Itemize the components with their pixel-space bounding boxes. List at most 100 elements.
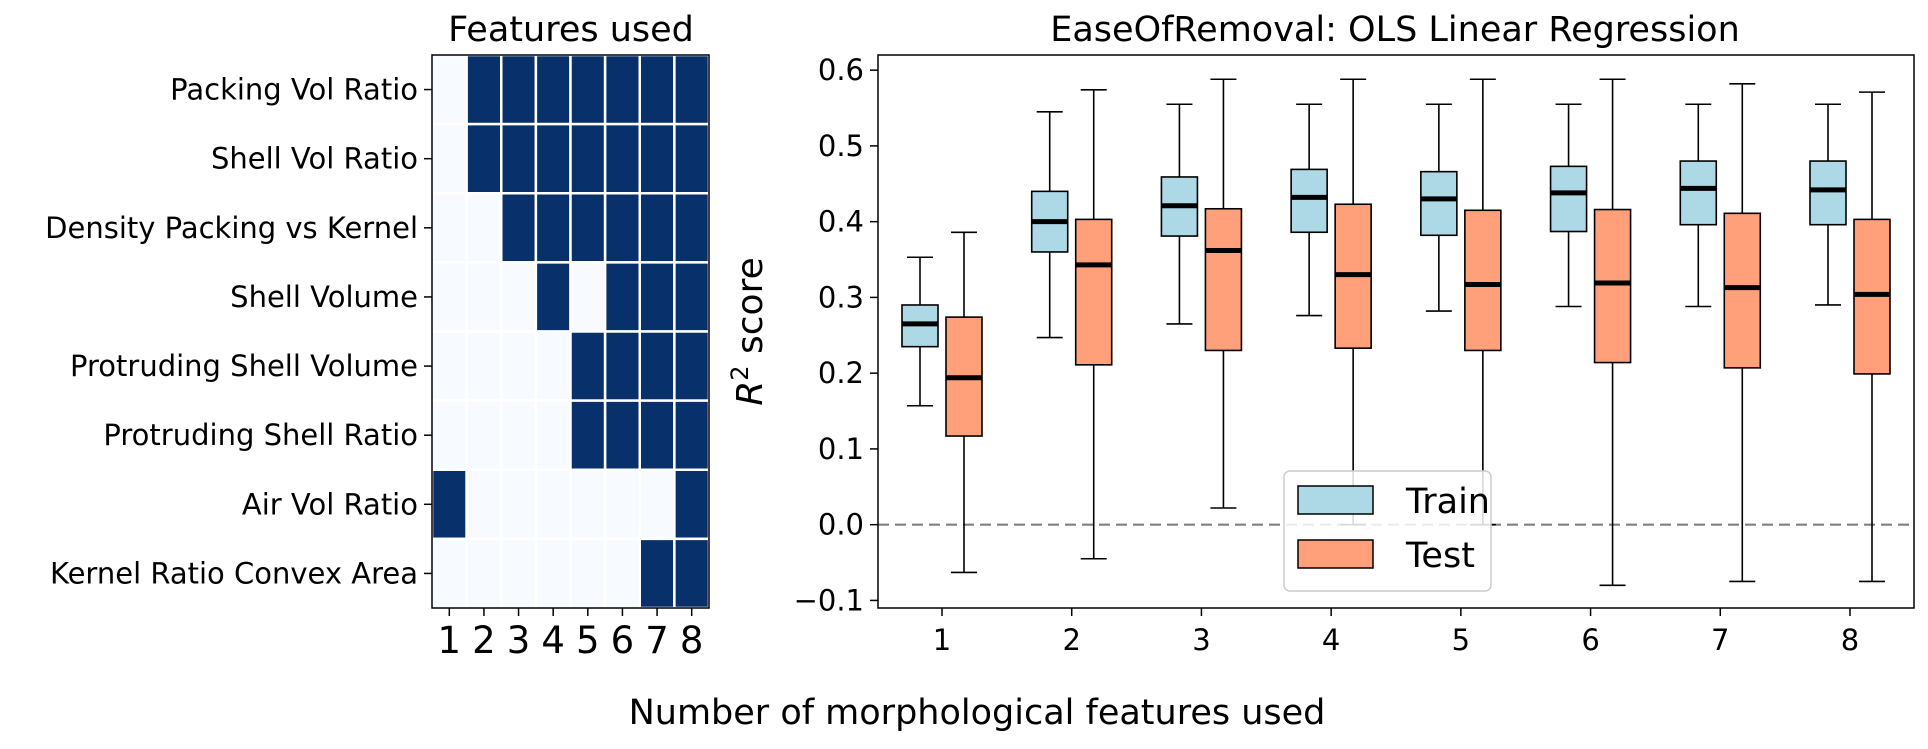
boxplot-x-ticks: 1 2 3 4 5 6 7 8	[933, 608, 1859, 657]
box-iqr	[1074, 218, 1113, 366]
box-test-5	[1464, 78, 1502, 526]
heatmap-cell	[534, 399, 572, 471]
heatmap-cell	[500, 261, 538, 333]
heatmap-cell	[638, 192, 676, 264]
box-iqr	[1679, 160, 1718, 226]
heatmap-cell	[638, 122, 676, 195]
heatmap-cell	[465, 399, 503, 471]
box-test-7	[1723, 82, 1762, 583]
heatmap-cell	[569, 468, 607, 541]
heatmap-cell	[673, 261, 711, 333]
heatmap-row-label: Kernel Ratio Convex Area	[50, 556, 418, 590]
heatmap-row-label: Air Vol Ratio	[242, 487, 418, 521]
heatmap-cell	[603, 330, 641, 402]
heatmap-cell	[638, 330, 676, 402]
y-tick-label: 0.4	[818, 205, 864, 239]
figure-x-axis-label: Number of morphological features used	[629, 693, 1326, 733]
heatmap-column-label: 4	[541, 619, 565, 662]
box-iqr	[1204, 207, 1243, 352]
ylabel-rest: score	[730, 257, 771, 365]
box-train-1	[901, 256, 939, 407]
box-test-8	[1853, 91, 1891, 583]
heatmap-cell	[465, 537, 503, 610]
heatmap-cell	[534, 330, 572, 402]
x-tick-label: 4	[1322, 623, 1340, 657]
heatmap-cell	[430, 261, 468, 333]
heatmap-cell	[465, 122, 503, 195]
y-tick-label: −0.1	[794, 583, 864, 617]
heatmap-cell	[569, 122, 607, 195]
x-tick-label: 3	[1192, 623, 1210, 657]
heatmap-cell	[430, 468, 468, 541]
heatmap-cell	[673, 399, 711, 471]
heatmap-cell	[500, 399, 538, 471]
heatmap-cell	[673, 330, 711, 402]
heatmap-cell	[638, 399, 676, 471]
boxplot-frame	[877, 54, 1915, 609]
features-heatmap: Features used Packing Vol Ratio Shell Vol…	[45, 10, 711, 662]
heatmap-cell	[603, 192, 641, 264]
heatmap-cell	[569, 537, 607, 610]
ylabel-sup: 2	[726, 365, 754, 380]
legend-test-swatch	[1297, 539, 1374, 569]
legend-train-swatch	[1297, 485, 1374, 515]
heatmap-cell	[673, 468, 711, 541]
heatmap-cell	[534, 122, 572, 195]
box-iqr	[1809, 160, 1847, 226]
box-train-5	[1420, 103, 1458, 312]
heatmap-cell	[569, 330, 607, 402]
box-train-6	[1549, 103, 1588, 308]
heatmap-cell	[465, 330, 503, 402]
legend-train-label: Train	[1405, 482, 1490, 522]
heatmap-cell	[465, 53, 503, 126]
heatmap-row-label: Shell Vol Ratio	[211, 142, 418, 176]
heatmap-cell	[673, 192, 711, 264]
box-test-1	[945, 231, 983, 574]
heatmap-cell	[500, 468, 538, 541]
heatmap-cell	[500, 192, 538, 264]
x-tick-label: 5	[1452, 623, 1470, 657]
heatmap-column-label: 6	[611, 619, 635, 662]
heatmap-column-label: 7	[645, 619, 669, 662]
box-iqr	[1420, 170, 1458, 237]
heatmap-cell	[638, 53, 676, 126]
y-tick-label: 0.0	[818, 508, 864, 542]
heatmap-cell	[500, 53, 538, 126]
heatmap-cell	[500, 122, 538, 195]
heatmap-cell	[603, 122, 641, 195]
heatmap-column-label: 8	[680, 619, 704, 662]
heatmap-row-label: Density Packing vs Kernel	[45, 211, 418, 245]
heatmap-cell	[569, 192, 607, 264]
heatmap-row-label: Protruding Shell Volume	[70, 349, 418, 383]
y-tick-label: 0.5	[818, 129, 864, 163]
heatmap-row-labels: Packing Vol Ratio Shell Vol Ratio Density …	[45, 73, 432, 590]
boxplot-title: EaseOfRemoval: OLS Linear Regression	[1050, 10, 1740, 50]
heatmap-cell	[638, 468, 676, 541]
heatmap-cell	[603, 537, 641, 610]
heatmap-frame	[431, 54, 710, 609]
box-test-2	[1074, 89, 1113, 560]
heatmap-cell	[569, 399, 607, 471]
heatmap-cell	[534, 192, 572, 264]
heatmap-cell	[569, 261, 607, 333]
legend-test-label: Test	[1405, 536, 1475, 576]
heatmap-cell	[430, 399, 468, 471]
legend: Train Test	[1283, 470, 1492, 592]
box-iqr	[1549, 165, 1588, 233]
heatmap-cell	[569, 53, 607, 126]
heatmap-cell	[430, 192, 468, 264]
heatmap-row-label: Packing Vol Ratio	[170, 73, 418, 107]
boxplot-y-ticks: −0.1 0.0 0.1 0.2 0.3 0.4 0.5 0.6	[794, 53, 878, 617]
heatmap-cell	[603, 261, 641, 333]
heatmap-cell	[603, 399, 641, 471]
box-train-8	[1809, 103, 1847, 306]
heatmap-cell	[673, 122, 711, 195]
x-tick-label: 8	[1841, 623, 1859, 657]
box-test-6	[1593, 78, 1632, 587]
boxplot-boxes	[901, 78, 1891, 587]
heatmap-column-label: 2	[472, 619, 496, 662]
x-tick-label: 6	[1581, 623, 1599, 657]
r2-boxplot: EaseOfRemoval: OLS Linear Regression −0.…	[726, 10, 1915, 657]
x-tick-label: 1	[933, 623, 951, 657]
